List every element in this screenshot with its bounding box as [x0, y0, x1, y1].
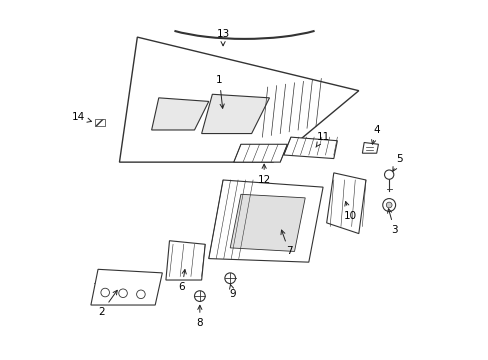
Polygon shape — [165, 241, 205, 280]
Circle shape — [136, 290, 145, 298]
Text: 1: 1 — [216, 75, 224, 108]
Polygon shape — [119, 37, 358, 162]
Polygon shape — [208, 180, 323, 262]
Polygon shape — [362, 143, 378, 153]
Text: 12: 12 — [257, 164, 270, 185]
Text: 8: 8 — [196, 305, 203, 328]
Circle shape — [119, 289, 127, 297]
Polygon shape — [233, 144, 287, 162]
Circle shape — [101, 288, 109, 297]
Circle shape — [386, 202, 391, 208]
Text: 7: 7 — [281, 230, 292, 256]
Polygon shape — [326, 173, 365, 234]
Text: 6: 6 — [178, 270, 186, 292]
Circle shape — [224, 273, 235, 284]
Circle shape — [194, 291, 205, 301]
Text: 9: 9 — [229, 284, 236, 299]
Polygon shape — [230, 194, 305, 251]
Text: 14: 14 — [72, 112, 91, 122]
Polygon shape — [151, 98, 208, 130]
Bar — [95, 119, 105, 126]
Circle shape — [384, 170, 393, 179]
Text: 2: 2 — [98, 290, 117, 317]
Text: 3: 3 — [387, 209, 397, 235]
Polygon shape — [91, 269, 162, 305]
Circle shape — [382, 199, 395, 211]
Polygon shape — [283, 137, 337, 158]
Polygon shape — [201, 94, 269, 134]
Text: 5: 5 — [392, 154, 403, 171]
Text: 10: 10 — [343, 202, 356, 221]
Text: 4: 4 — [371, 125, 379, 144]
Text: 11: 11 — [315, 132, 329, 147]
Text: 13: 13 — [216, 28, 229, 46]
